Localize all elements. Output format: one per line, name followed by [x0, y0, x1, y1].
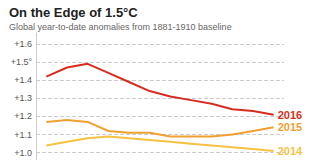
svg-text:+1.1: +1.1	[14, 130, 32, 140]
svg-text:2016: 2016	[278, 109, 302, 121]
svg-text:+1.2: +1.2	[14, 111, 32, 121]
svg-text:+1.5°: +1.5°	[11, 57, 33, 67]
svg-text:+1.3: +1.3	[14, 93, 32, 103]
svg-text:+1.4: +1.4	[14, 75, 32, 85]
svg-text:On the Edge of 1.5°C: On the Edge of 1.5°C	[9, 5, 138, 20]
svg-text:+1.0: +1.0	[14, 148, 32, 158]
svg-text:+1.6: +1.6	[14, 39, 32, 49]
svg-text:Global year-to-date anomalies: Global year-to-date anomalies from 1881-…	[9, 22, 232, 32]
svg-text:2015: 2015	[278, 121, 302, 133]
svg-text:2014: 2014	[278, 145, 303, 157]
